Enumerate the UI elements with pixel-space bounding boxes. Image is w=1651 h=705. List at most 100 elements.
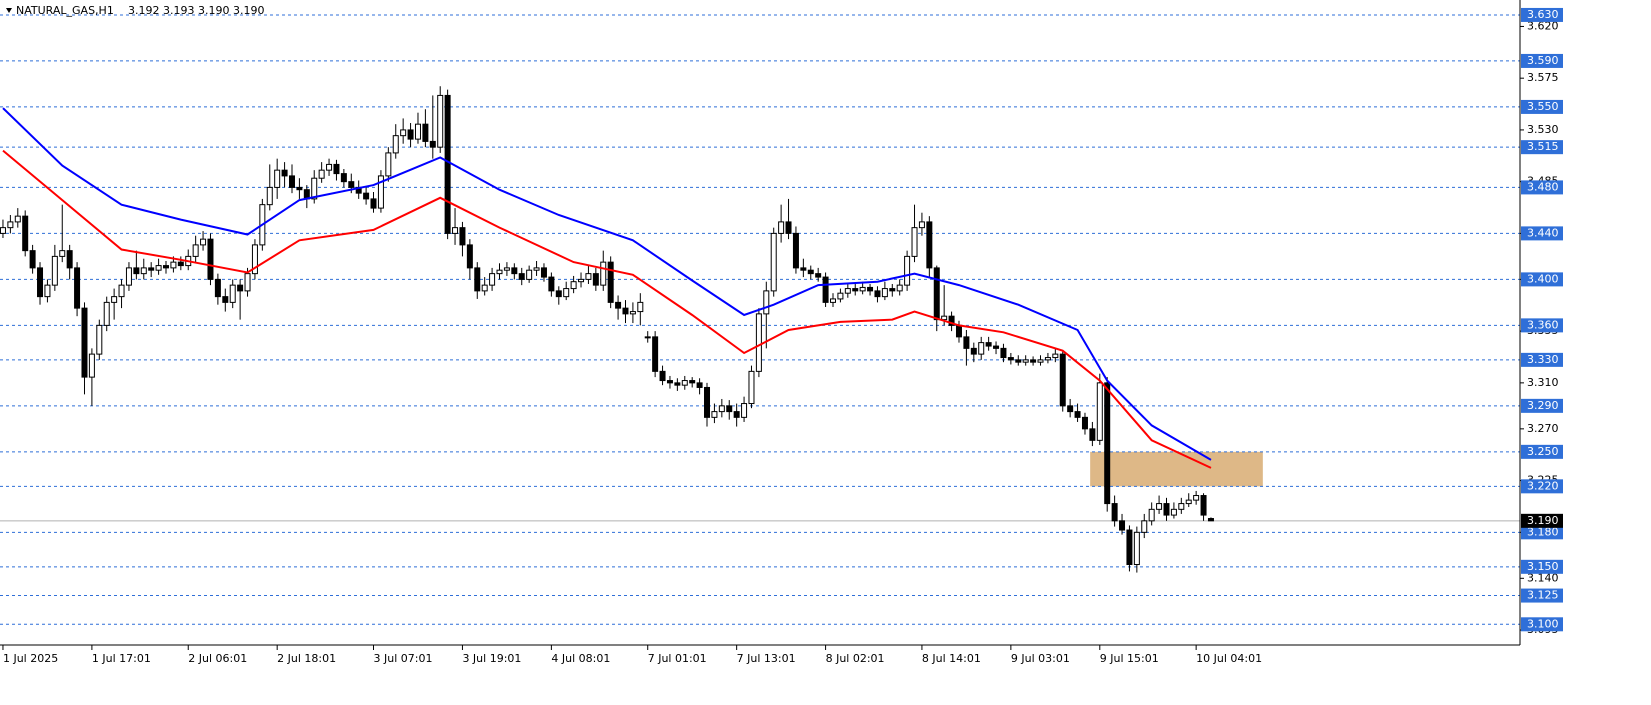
candle-body: [1044, 357, 1051, 361]
candle-body: [29, 250, 36, 269]
level-label-box: [1521, 588, 1563, 603]
level-label-box: [1521, 352, 1563, 367]
candle-body: [874, 290, 881, 298]
candle-body: [896, 284, 903, 292]
candle-body: [578, 278, 585, 283]
candle-body: [681, 380, 688, 386]
level-label-box: [1521, 53, 1563, 68]
candle-body: [214, 278, 221, 298]
candle-body: [326, 163, 333, 171]
level-label-box: [1521, 318, 1563, 333]
candle-body: [22, 215, 29, 252]
candle-body: [1000, 347, 1007, 359]
candle-body: [96, 324, 103, 355]
candle-body: [911, 227, 918, 257]
candle-body: [933, 267, 940, 321]
level-label: 3.180: [1527, 525, 1559, 538]
candle-body: [918, 221, 925, 229]
candle-body: [607, 261, 614, 303]
candle-body: [1037, 359, 1044, 363]
candle-body: [59, 250, 66, 257]
candle-body: [711, 411, 718, 418]
candle-body: [659, 370, 666, 382]
level-label-box: [1521, 559, 1563, 574]
candle-body: [555, 290, 562, 298]
quote: 3.192 3.193 3.190 3.190: [128, 4, 264, 17]
candle-body: [718, 405, 725, 413]
x-tick-label: 7 Jul 01:01: [648, 652, 707, 665]
candle-body: [111, 296, 118, 303]
x-tick-label: 9 Jul 03:01: [1011, 652, 1070, 665]
x-tick-label: 3 Jul 07:01: [374, 652, 433, 665]
candle-body: [474, 267, 481, 292]
candle-body: [1156, 503, 1163, 510]
level-label-box: [1521, 444, 1563, 459]
candle-body: [1059, 353, 1066, 407]
level-label-box: [1521, 140, 1563, 155]
y-tick-label: 3.530: [1527, 123, 1559, 136]
candle-body: [407, 129, 414, 140]
candle-body: [778, 221, 785, 234]
candle-body: [815, 273, 822, 278]
candle-body: [615, 301, 622, 309]
level-label-box: [1521, 525, 1563, 540]
level-label-box: [1521, 272, 1563, 287]
candle-body: [370, 198, 377, 209]
candle-body: [889, 288, 896, 292]
level-label-box: [1521, 99, 1563, 114]
candle-body: [363, 192, 370, 200]
menu-arrow[interactable]: [6, 8, 12, 13]
candle-body: [666, 380, 673, 384]
candle-body: [266, 186, 273, 206]
candle-body: [1193, 495, 1200, 501]
y-tick-label: 3.270: [1527, 422, 1559, 435]
candle-body: [1081, 416, 1088, 430]
candle-body: [1089, 428, 1096, 441]
candle-body: [696, 382, 703, 388]
level-label-box: [1521, 7, 1563, 22]
level-label: 3.550: [1527, 100, 1559, 113]
x-tick-label: 3 Jul 19:01: [462, 652, 521, 665]
candle-body: [1007, 357, 1014, 361]
candle-body: [800, 267, 807, 271]
candle-body: [881, 288, 888, 298]
candle-body: [837, 292, 844, 300]
candle-body: [348, 181, 355, 188]
level-label: 3.100: [1527, 617, 1559, 630]
candle-body: [244, 273, 251, 292]
candle-body: [637, 301, 644, 313]
candle-body: [792, 232, 799, 269]
x-tick-label: 1 Jul 17:01: [92, 652, 151, 665]
candle-body: [311, 177, 318, 200]
candle-body: [1163, 503, 1170, 516]
candle-body: [867, 286, 874, 292]
candle-body: [44, 284, 51, 298]
candle-body: [585, 273, 592, 280]
x-tick-label: 1 Jul 2025: [3, 652, 58, 665]
candle-body: [1185, 499, 1192, 505]
candle-body: [163, 265, 170, 269]
candle-body: [229, 284, 236, 303]
x-tick-label: 2 Jul 18:01: [277, 652, 336, 665]
candle-body: [170, 261, 177, 269]
candle-body: [563, 288, 570, 298]
candle-body: [288, 175, 295, 188]
candle-body: [414, 123, 421, 140]
candle-body: [829, 298, 836, 303]
candle-body: [200, 238, 207, 246]
candle-body: [385, 152, 392, 177]
candle-body: [496, 269, 503, 275]
x-tick-label: 10 Jul 04:01: [1196, 652, 1262, 665]
candle-body: [755, 313, 762, 372]
candle-body: [689, 380, 696, 384]
candle-body: [1207, 518, 1214, 522]
candle-body: [392, 135, 399, 154]
candle-body: [970, 347, 977, 355]
level-label-box: [1521, 617, 1563, 632]
candle-body: [296, 186, 303, 191]
candle-body: [340, 173, 347, 183]
candle-body: [7, 221, 14, 229]
candle-body: [955, 324, 962, 338]
